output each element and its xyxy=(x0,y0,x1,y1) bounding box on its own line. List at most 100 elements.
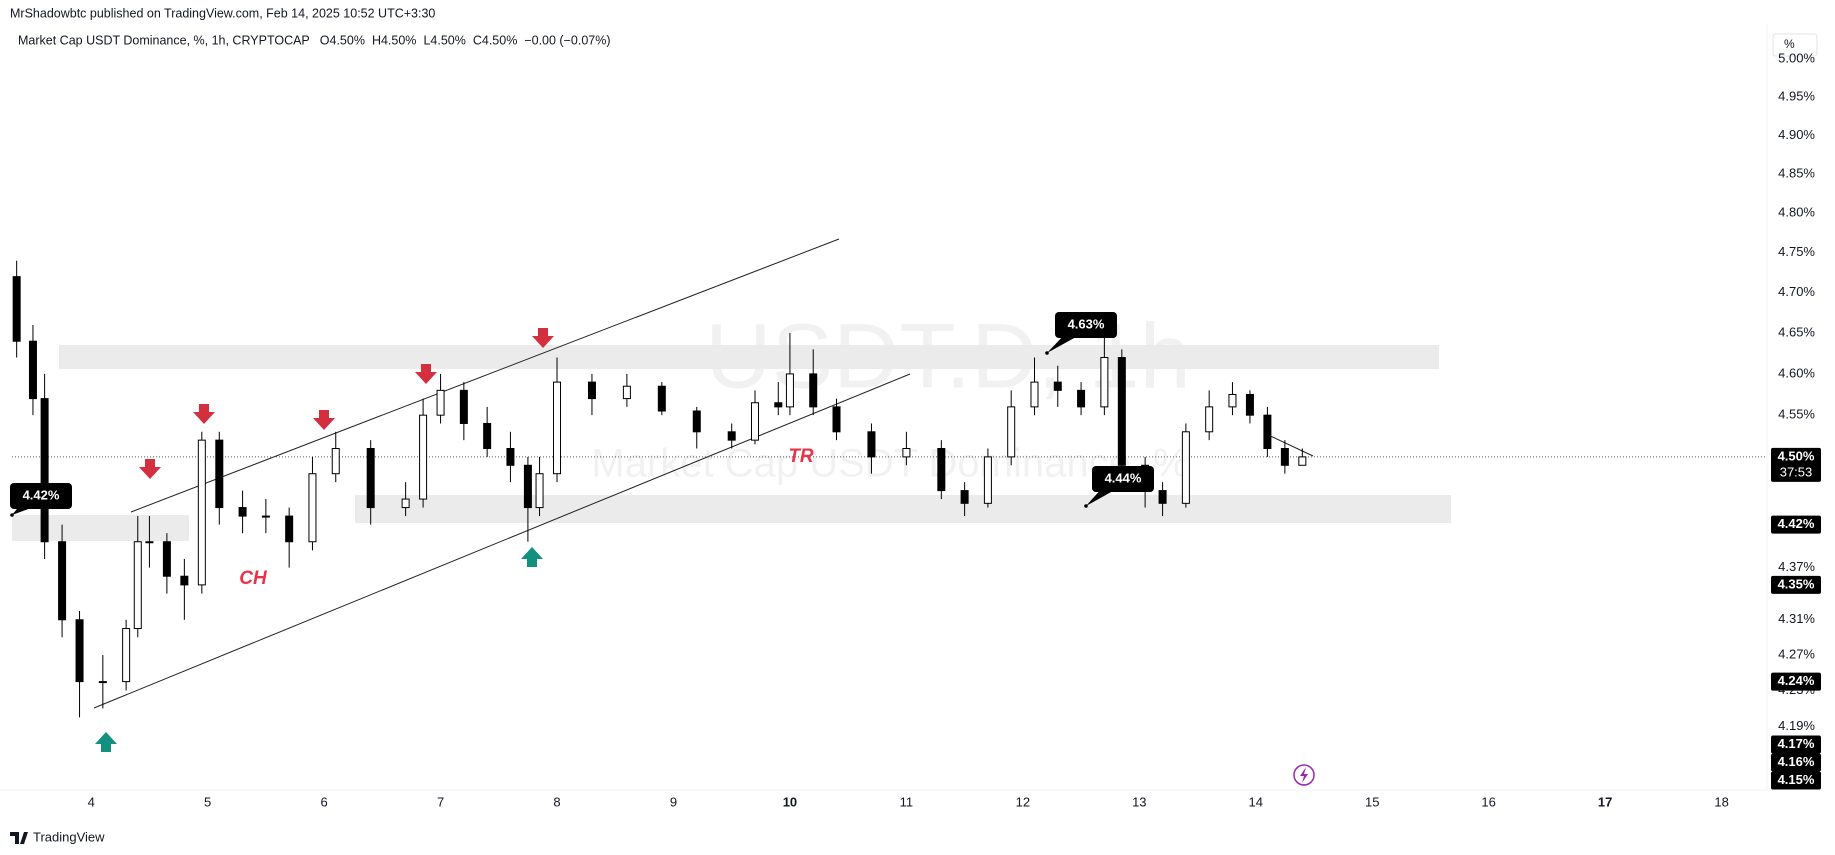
candle-body xyxy=(535,473,544,509)
x-tick-label: 6 xyxy=(320,794,327,809)
down-arrow xyxy=(193,404,215,424)
x-tick-label: 16 xyxy=(1481,794,1495,809)
candle-body xyxy=(285,515,294,543)
trend-line xyxy=(1263,432,1314,457)
plot-area xyxy=(12,260,1767,718)
candle-body xyxy=(58,541,67,621)
candle-body xyxy=(553,381,562,475)
candle-body xyxy=(40,398,49,543)
candle-body xyxy=(1077,389,1086,408)
candle-body xyxy=(774,402,783,408)
y-tick-label: 4.90% xyxy=(1778,127,1815,142)
candle-body xyxy=(983,456,992,504)
candle-body xyxy=(1181,431,1190,504)
brand-name: TradingView xyxy=(33,829,105,844)
candle-body xyxy=(727,431,736,441)
candle-body xyxy=(750,402,759,441)
price-label-box xyxy=(1771,672,1821,691)
candle-body xyxy=(785,373,794,408)
candle-body xyxy=(587,381,596,400)
candle-body xyxy=(122,628,131,683)
ohlc-value: −0.00 (−0.07%) xyxy=(524,33,610,47)
callout-label: 4.42% xyxy=(23,487,60,502)
channel-upper-line xyxy=(130,238,840,513)
x-tick-label: 13 xyxy=(1132,794,1146,809)
callout-label: 4.44% xyxy=(1105,470,1142,485)
candle-body xyxy=(1205,406,1214,433)
up-arrow xyxy=(95,732,117,752)
price-label-box xyxy=(1771,515,1821,534)
alert-icon[interactable] xyxy=(1293,764,1315,786)
candle-body xyxy=(1053,381,1062,391)
support-zone xyxy=(355,495,1451,523)
candle-body xyxy=(506,448,515,466)
y-tick-label: 4.27% xyxy=(1778,646,1815,661)
x-tick-label: 9 xyxy=(670,794,677,809)
ohlc-value: L4.50% xyxy=(423,33,465,47)
candle-body xyxy=(366,448,375,509)
channel-lower-line xyxy=(93,373,911,709)
down-arrow xyxy=(415,364,437,384)
callout-label: 4.63% xyxy=(1068,316,1105,331)
x-tick-label: 8 xyxy=(553,794,560,809)
candle-body xyxy=(419,414,428,500)
y-tick-label: 4.80% xyxy=(1778,205,1815,220)
down-arrow xyxy=(313,410,335,430)
candle-body xyxy=(162,541,171,577)
legend: Market Cap USDT Dominance, %, 1h, CRYPTO… xyxy=(18,33,611,47)
candle-body xyxy=(1245,393,1254,416)
candle-body xyxy=(215,439,224,509)
buy-arrows xyxy=(95,547,543,752)
resistance-zone xyxy=(59,345,1439,369)
pattern-label: TR xyxy=(788,446,814,467)
x-tick-label: 17 xyxy=(1598,794,1612,809)
y-tick-label: 4.37% xyxy=(1778,559,1815,574)
price-label-box xyxy=(1771,735,1821,754)
y-tick-label: 5.00% xyxy=(1778,51,1815,66)
candle-body xyxy=(308,473,317,543)
y-tick-label: 4.85% xyxy=(1778,166,1815,181)
price-label-box xyxy=(1771,753,1821,772)
candle-body xyxy=(180,575,189,586)
candle-body xyxy=(1117,357,1126,466)
candle-body xyxy=(238,507,247,517)
y-tick-label: 4.19% xyxy=(1778,718,1815,733)
last-price-label: 4.50% xyxy=(1778,448,1815,463)
candle-body xyxy=(937,448,946,492)
candle-body xyxy=(483,422,492,450)
y-tick-label: 4.55% xyxy=(1778,407,1815,422)
candle-body xyxy=(401,498,410,509)
down-arrow xyxy=(139,459,161,479)
x-tick-label: 7 xyxy=(437,794,444,809)
y-tick-label: 4.60% xyxy=(1778,365,1815,380)
candle-body xyxy=(197,439,206,586)
candle-body xyxy=(1007,406,1016,458)
x-tick-label: 15 xyxy=(1365,794,1379,809)
candle-body xyxy=(692,410,701,433)
candle-body xyxy=(523,464,532,509)
up-arrow xyxy=(521,547,543,567)
scale-unit: % xyxy=(1784,37,1795,51)
candle-body xyxy=(12,276,21,342)
candle-body xyxy=(960,490,969,504)
last-price-box xyxy=(1771,447,1821,482)
callout-anchor xyxy=(1084,504,1088,508)
sell-arrows xyxy=(139,328,554,479)
candle-body xyxy=(28,340,37,400)
candle-body xyxy=(133,541,142,630)
candle-body xyxy=(902,448,911,458)
candle-body xyxy=(809,373,818,408)
candle-body xyxy=(436,389,445,416)
candle-body xyxy=(1228,393,1237,408)
x-tick-label: 14 xyxy=(1249,794,1263,809)
candle-body xyxy=(145,541,154,544)
ohlc-value: H4.50% xyxy=(372,33,416,47)
candle-body xyxy=(1100,357,1109,408)
scale-unit-button[interactable] xyxy=(1772,33,1818,57)
candle-body xyxy=(331,448,340,475)
candle-body xyxy=(1263,414,1272,450)
candle-body xyxy=(1298,456,1307,466)
y-tick-label: 4.65% xyxy=(1778,325,1815,340)
candle-body xyxy=(1158,490,1167,504)
